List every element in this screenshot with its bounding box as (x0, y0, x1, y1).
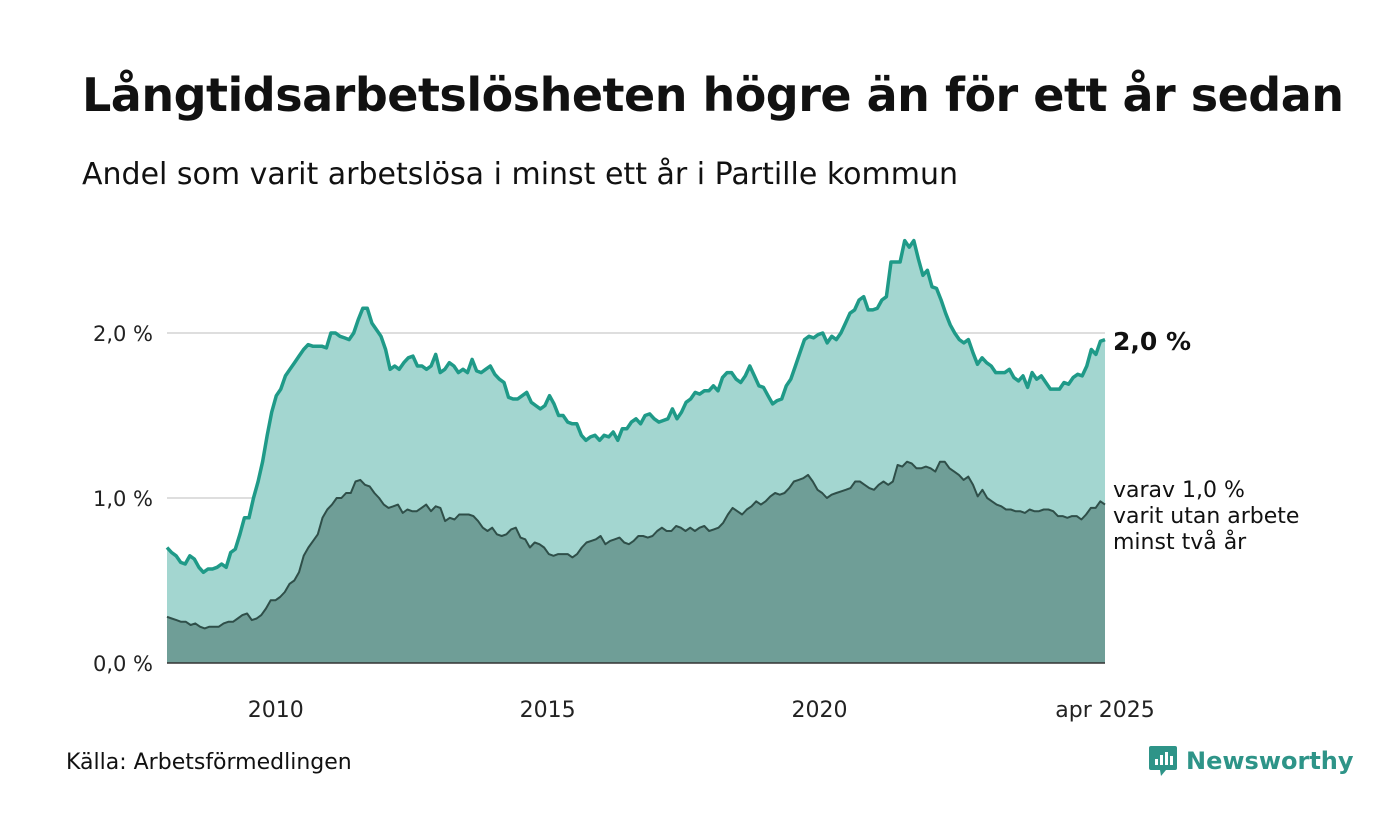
line-two-year (166, 460, 1106, 630)
line-one-year (165, 238, 1106, 575)
y-tick-label: 1,0 % (93, 487, 153, 511)
x-tick-label: apr 2025 (1055, 698, 1154, 723)
area-chart: 0,0 % 1,0 % 2,0 % 2010 2015 2020 apr 2025 2,0 %… (93, 238, 1299, 723)
chart-title: Långtidsarbetslösheten högre än för ett … (82, 68, 1344, 122)
end-label-two-year: varit utan arbete (1113, 504, 1299, 529)
end-label-one-year: 2,0 % (1113, 327, 1191, 356)
newsworthy-logo-icon (1149, 746, 1177, 776)
x-tick-label: 2020 (792, 698, 848, 723)
end-label-two-year: varav 1,0 % (1113, 478, 1245, 503)
brand[interactable]: Newsworthy (1148, 744, 1354, 778)
brand-name: Newsworthy (1186, 747, 1354, 775)
chart-subtitle: Andel som varit arbetslösa i minst ett å… (82, 157, 958, 192)
y-tick-label: 2,0 % (93, 322, 153, 346)
end-label-two-year: minst två år (1113, 529, 1247, 555)
x-tick-label: 2015 (520, 698, 576, 723)
y-tick-label: 0,0 % (93, 652, 153, 676)
source-note: Källa: Arbetsförmedlingen (66, 750, 352, 775)
x-tick-label: 2010 (248, 698, 304, 723)
